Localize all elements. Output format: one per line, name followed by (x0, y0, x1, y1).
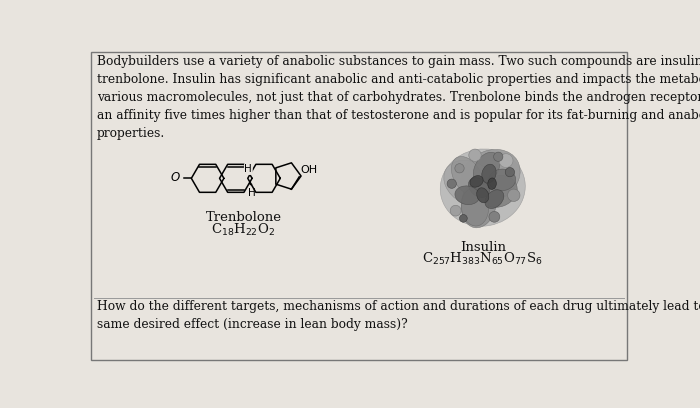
Circle shape (455, 164, 464, 173)
Text: Trenbolone: Trenbolone (206, 211, 281, 224)
Ellipse shape (485, 190, 504, 208)
Ellipse shape (482, 164, 496, 183)
Circle shape (447, 179, 456, 188)
Ellipse shape (489, 169, 516, 191)
Ellipse shape (461, 188, 489, 226)
Text: Insulin: Insulin (460, 241, 505, 254)
Ellipse shape (440, 149, 525, 226)
Ellipse shape (488, 178, 496, 189)
Text: C$_{257}$H$_{383}$N$_{65}$O$_{77}$S$_6$: C$_{257}$H$_{383}$N$_{65}$O$_{77}$S$_6$ (422, 251, 543, 267)
Ellipse shape (473, 152, 500, 184)
Text: H: H (244, 164, 252, 175)
Circle shape (489, 211, 500, 222)
Circle shape (505, 168, 514, 177)
Circle shape (469, 149, 481, 162)
Ellipse shape (455, 186, 480, 204)
Ellipse shape (480, 175, 517, 207)
Circle shape (459, 215, 468, 222)
Ellipse shape (468, 178, 489, 197)
Ellipse shape (461, 178, 496, 228)
Text: How do the different targets, mechanisms of action and durations of each drug ul: How do the different targets, mechanisms… (97, 300, 700, 331)
Text: Bodybuilders use a variety of anabolic substances to gain mass. Two such compoun: Bodybuilders use a variety of anabolic s… (97, 55, 700, 140)
Circle shape (494, 152, 503, 162)
Text: H: H (248, 188, 256, 198)
Circle shape (508, 189, 520, 202)
Ellipse shape (477, 188, 489, 203)
Circle shape (499, 154, 513, 168)
Ellipse shape (461, 149, 520, 203)
Circle shape (450, 205, 461, 216)
Text: O: O (171, 171, 180, 184)
Ellipse shape (470, 175, 483, 187)
Text: OH: OH (301, 164, 318, 175)
Ellipse shape (444, 160, 498, 207)
Ellipse shape (452, 157, 483, 195)
Text: C$_{18}$H$_{22}$O$_2$: C$_{18}$H$_{22}$O$_2$ (211, 222, 276, 237)
